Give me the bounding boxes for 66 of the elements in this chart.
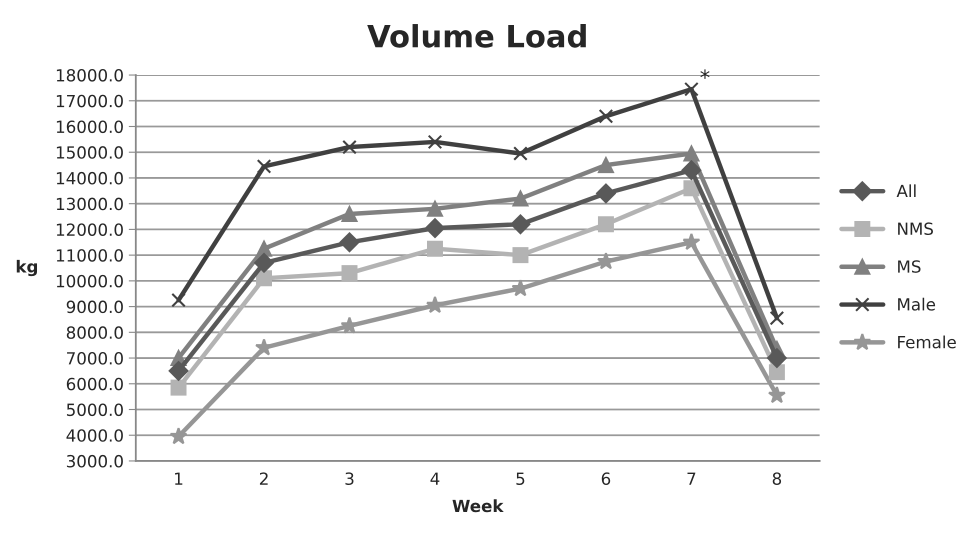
point <box>426 200 443 217</box>
chart-title: Volume Load <box>367 24 586 48</box>
point <box>683 146 700 162</box>
point <box>513 146 528 161</box>
y-tick-label: 3000.0 <box>66 454 123 468</box>
x-tick-label: 5 <box>516 472 524 485</box>
point <box>342 206 358 222</box>
x-tick-label: 2 <box>260 472 268 485</box>
point <box>256 270 272 286</box>
point <box>768 386 786 404</box>
point <box>428 134 442 150</box>
y-axis-title: kg <box>16 260 38 276</box>
point <box>598 216 614 232</box>
point <box>512 247 528 264</box>
point <box>598 108 614 124</box>
point <box>767 348 787 368</box>
y-tick-label: 11000.0 <box>56 249 123 262</box>
y-tick-label: 4000.0 <box>66 429 123 442</box>
point <box>512 190 528 207</box>
point <box>168 361 188 381</box>
point <box>682 232 700 250</box>
y-tick-label: 5000.0 <box>66 403 123 416</box>
y-tick-label: 10000.0 <box>56 274 123 288</box>
x-tick-label: 7 <box>687 472 696 485</box>
y-tick-label: 8000.0 <box>66 326 123 339</box>
point <box>510 214 530 234</box>
point <box>171 292 186 308</box>
point <box>254 252 274 273</box>
y-tick-label: 16000.0 <box>56 120 123 134</box>
y-tick-label: 9000.0 <box>66 300 123 314</box>
point <box>682 160 702 180</box>
x-tick-label: 8 <box>772 472 782 485</box>
point <box>342 265 358 282</box>
point <box>684 82 699 96</box>
point <box>342 140 357 154</box>
x-axis-title: Week <box>452 499 504 512</box>
point <box>596 184 616 204</box>
point <box>426 296 444 314</box>
point <box>340 232 360 252</box>
point <box>256 159 272 174</box>
y-tick-label: 12000.0 <box>56 223 123 236</box>
y-tick-label: 7000.0 <box>67 352 123 365</box>
point <box>598 157 614 174</box>
y-tick-label: 14000.0 <box>56 172 123 185</box>
legend-label: All <box>896 184 916 198</box>
y-tick-label: 6000.0 <box>66 378 123 390</box>
y-tick-label: 15000.0 <box>56 146 123 159</box>
legend-label: Female <box>898 336 956 348</box>
x-tick-label: 4 <box>430 472 440 485</box>
point <box>768 364 785 380</box>
legend-label: MS <box>898 260 921 273</box>
x-tick-label: 3 <box>345 472 354 485</box>
y-tick-label: 13000.0 <box>56 198 123 210</box>
y-tick-label: 17000.0 <box>56 94 123 108</box>
legend-label: NMS <box>898 222 933 236</box>
x-tick-label: 6 <box>602 472 610 485</box>
point <box>770 310 784 326</box>
annotation: * <box>700 69 710 79</box>
point <box>170 380 187 396</box>
y-tick-label: 18000.0 <box>56 69 123 82</box>
point <box>425 218 445 238</box>
point <box>170 427 188 444</box>
point <box>426 240 443 257</box>
legend-label: Male <box>898 298 936 311</box>
x-tick-label: 1 <box>175 472 182 485</box>
point <box>256 240 272 257</box>
